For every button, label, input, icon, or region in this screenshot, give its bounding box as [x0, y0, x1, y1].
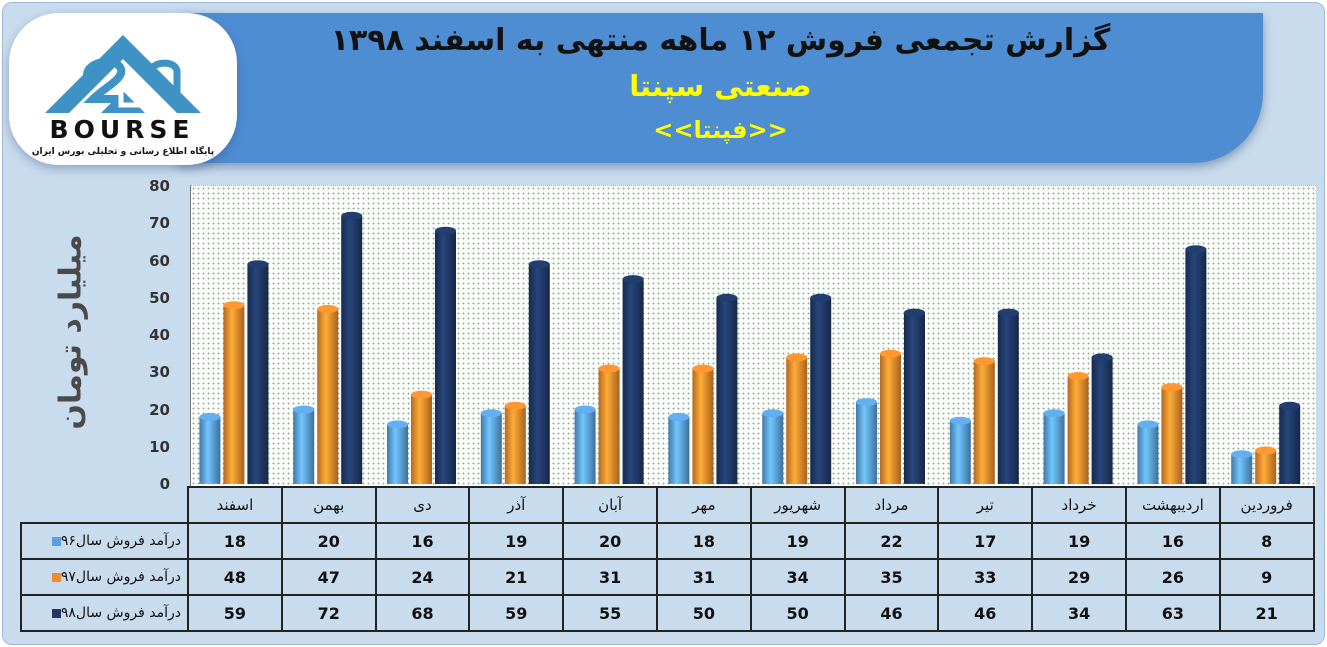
logo-tagline: پایگاه اطلاع رسانی و تحلیلی بورس ایران	[31, 147, 215, 157]
table-value: 18	[187, 522, 283, 560]
y-tick-label: 10	[149, 437, 170, 456]
table-value: 8	[1218, 522, 1315, 560]
table-value: 31	[655, 558, 752, 596]
x-tick-label: مهر	[655, 486, 752, 524]
table-value: 20	[280, 522, 377, 560]
plot-area	[190, 185, 1316, 486]
legend-swatch-icon	[51, 536, 61, 546]
legend-label: درآمد فروش سال۹۷	[60, 569, 181, 585]
y-tick-label: 30	[149, 363, 170, 382]
y-tick-label: 80	[149, 177, 170, 195]
table-value: 16	[374, 522, 471, 560]
bourse-logo: BOURSE پایگاه اطلاع رسانی و تحلیلی بورس …	[9, 13, 237, 165]
y-axis-title: میلیارد تومان	[53, 234, 89, 430]
logo-name: BOURSE	[49, 115, 195, 144]
data-table: اسفند بهمن دی آذر آبان مهر شهریور مرداد تیر خرداد…	[20, 486, 1315, 632]
x-tick-label: فروردین	[1218, 486, 1315, 524]
table-value: 34	[749, 558, 846, 596]
table-value: 33	[937, 558, 1034, 596]
x-tick-label: مرداد	[843, 486, 940, 524]
table-value: 18	[655, 522, 752, 560]
legend-swatch-icon	[51, 608, 61, 618]
table-value: 50	[655, 594, 752, 632]
table-value: 48	[187, 558, 283, 596]
y-tick-label: 50	[149, 288, 170, 307]
x-tick-label: اسفند	[187, 486, 283, 524]
x-tick-label: شهریور	[749, 486, 846, 524]
x-tick-label: خرداد	[1031, 486, 1127, 524]
ticker-symbol: <<فپنتا>>	[653, 116, 788, 144]
table-value: 47	[280, 558, 377, 596]
table-value: 35	[843, 558, 940, 596]
table-value: 19	[749, 522, 846, 560]
chart-title: گزارش تجمعی فروش ۱۲ ماهه منتهی به اسفند …	[330, 23, 1111, 58]
table-value: 46	[843, 594, 940, 632]
table-value: 26	[1124, 558, 1221, 596]
table-value: 21	[1218, 594, 1315, 632]
title-banner	[178, 13, 1263, 163]
x-tick-label: آذر	[468, 486, 565, 524]
x-tick-label: دی	[374, 486, 471, 524]
table-value: 55	[562, 594, 658, 632]
x-tick-label: آبان	[562, 486, 658, 524]
y-tick-label: 60	[149, 251, 170, 270]
legend-label: درآمد فروش سال۹۶	[60, 533, 181, 549]
table-value: 21	[468, 558, 565, 596]
company-name: صنعتی سپنتا	[629, 69, 812, 103]
table-value: 29	[1031, 558, 1127, 596]
table-value: 24	[374, 558, 471, 596]
table-value: 20	[562, 522, 658, 560]
legend-entry: درآمد فروش سال۹۷	[20, 558, 189, 596]
legend-entry: درآمد فروش سال۹۶	[20, 522, 189, 560]
table-value: 59	[468, 594, 565, 632]
table-value: 59	[187, 594, 283, 632]
table-value: 19	[468, 522, 565, 560]
table-value: 46	[937, 594, 1034, 632]
y-tick-label: 70	[149, 214, 170, 233]
table-value: 68	[374, 594, 471, 632]
x-tick-label: بهمن	[280, 486, 377, 524]
table-value: 34	[1031, 594, 1127, 632]
table-value: 19	[1031, 522, 1127, 560]
legend-label: درآمد فروش سال۹۸	[60, 605, 181, 621]
y-tick-label: 0	[159, 475, 170, 493]
table-value: 17	[937, 522, 1034, 560]
table-value: 22	[843, 522, 940, 560]
table-value: 31	[562, 558, 658, 596]
table-value: 50	[749, 594, 846, 632]
y-tick-label: 20	[149, 400, 170, 419]
x-tick-label: اردیبهشت	[1124, 486, 1221, 524]
legend-swatch-icon	[51, 572, 61, 582]
x-tick-label: تیر	[937, 486, 1034, 524]
table-corner	[21, 487, 189, 524]
table-value: 16	[1124, 522, 1221, 560]
table-value: 72	[280, 594, 377, 632]
table-value: 9	[1218, 558, 1315, 596]
legend-entry: درآمد فروش سال۹۸	[20, 594, 189, 632]
table-value: 63	[1124, 594, 1221, 632]
y-tick-label: 40	[149, 326, 170, 344]
bourse-logo-icon	[45, 35, 201, 113]
